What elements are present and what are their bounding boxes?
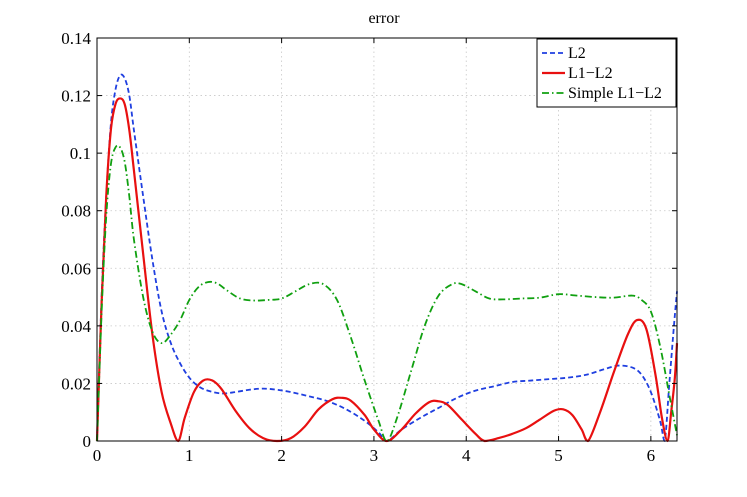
x-tick-label: 2 xyxy=(277,446,286,465)
legend: L2 L1−L2 Simple L1−L2 xyxy=(536,38,677,108)
x-tick-label: 3 xyxy=(370,446,379,465)
plot-frame xyxy=(96,37,678,442)
legend-label: L2 xyxy=(568,45,586,62)
y-tick-label: 0 xyxy=(83,432,92,451)
series-line-2 xyxy=(96,144,678,442)
y-tick-label: 0.14 xyxy=(61,29,91,48)
y-tick-label: 0.04 xyxy=(61,317,91,336)
y-tick-label: 0.06 xyxy=(61,259,91,278)
x-tick-label: 6 xyxy=(647,446,656,465)
chart-title: error xyxy=(368,10,400,27)
x-tick-label: 1 xyxy=(185,446,194,465)
x-tick-label: 0 xyxy=(93,446,102,465)
x-tick-label: 4 xyxy=(462,446,471,465)
x-tick-label: 5 xyxy=(554,446,563,465)
axis-ticks: 0 1 2 3 4 5 6 0 0.02 0.04 0.06 0.08 0.1 0.12 0.14 xyxy=(61,29,677,465)
legend-label: L1−L2 xyxy=(568,65,613,82)
series-line-1 xyxy=(95,97,679,443)
y-tick-label: 0.08 xyxy=(61,202,91,221)
series-line-0 xyxy=(96,73,678,442)
y-tick-label: 0.12 xyxy=(61,87,91,106)
legend-label: Simple L1−L2 xyxy=(568,85,662,102)
y-tick-label: 0.1 xyxy=(70,144,91,163)
series-layer xyxy=(95,73,679,443)
y-tick-label: 0.02 xyxy=(61,374,91,393)
